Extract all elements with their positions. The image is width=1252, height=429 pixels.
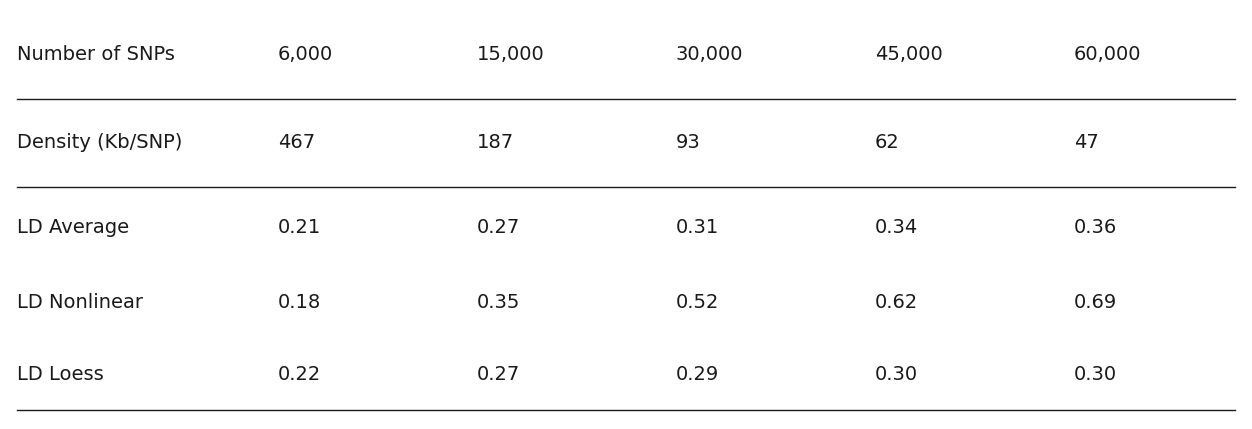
Text: 187: 187 bbox=[477, 133, 513, 152]
Text: 0.31: 0.31 bbox=[676, 218, 719, 237]
Text: 0.69: 0.69 bbox=[1074, 293, 1117, 312]
Text: 0.27: 0.27 bbox=[477, 218, 520, 237]
Text: 60,000: 60,000 bbox=[1074, 45, 1142, 64]
Text: 0.27: 0.27 bbox=[477, 365, 520, 384]
Text: 62: 62 bbox=[875, 133, 899, 152]
Text: 0.62: 0.62 bbox=[875, 293, 918, 312]
Text: 0.35: 0.35 bbox=[477, 293, 520, 312]
Text: LD Loess: LD Loess bbox=[16, 365, 104, 384]
Text: 0.52: 0.52 bbox=[676, 293, 719, 312]
Text: 0.30: 0.30 bbox=[1074, 365, 1117, 384]
Text: 45,000: 45,000 bbox=[875, 45, 943, 64]
Text: 0.34: 0.34 bbox=[875, 218, 918, 237]
Text: 30,000: 30,000 bbox=[676, 45, 744, 64]
Text: 93: 93 bbox=[676, 133, 701, 152]
Text: 0.29: 0.29 bbox=[676, 365, 719, 384]
Text: 0.18: 0.18 bbox=[278, 293, 321, 312]
Text: LD Average: LD Average bbox=[16, 218, 129, 237]
Text: 0.22: 0.22 bbox=[278, 365, 321, 384]
Text: Number of SNPs: Number of SNPs bbox=[16, 45, 174, 64]
Text: 0.21: 0.21 bbox=[278, 218, 321, 237]
Text: 0.36: 0.36 bbox=[1074, 218, 1117, 237]
Text: LD Nonlinear: LD Nonlinear bbox=[16, 293, 143, 312]
Text: 47: 47 bbox=[1074, 133, 1098, 152]
Text: 6,000: 6,000 bbox=[278, 45, 333, 64]
Text: Density (Kb/SNP): Density (Kb/SNP) bbox=[16, 133, 182, 152]
Text: 467: 467 bbox=[278, 133, 316, 152]
Text: 15,000: 15,000 bbox=[477, 45, 545, 64]
Text: 0.30: 0.30 bbox=[875, 365, 918, 384]
